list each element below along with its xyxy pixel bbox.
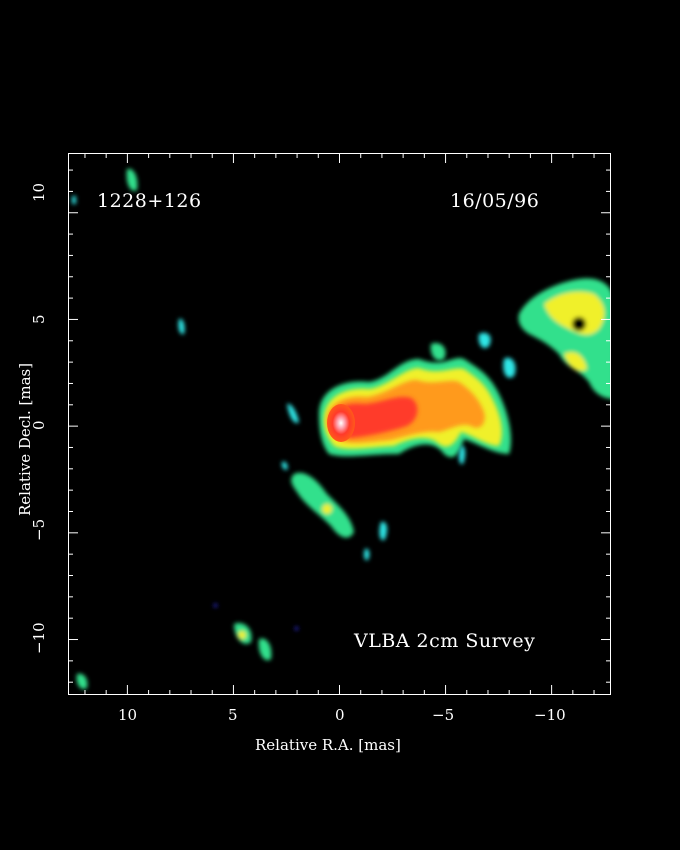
source-name-label: 1228+126 [97, 190, 202, 212]
x-tick-label: −10 [534, 706, 566, 724]
survey-label: VLBA 2cm Survey [354, 630, 536, 652]
y-tick-label: 10 [30, 182, 48, 202]
y-tick-label: −10 [30, 622, 48, 654]
jet-emission [319, 357, 511, 458]
x-tick-label: −5 [432, 706, 455, 724]
y-tick-label: −5 [30, 518, 48, 541]
radio-map [72, 168, 610, 690]
outer-lobe [430, 278, 610, 399]
core-component [327, 404, 355, 442]
x-tick-label: 0 [335, 706, 345, 724]
map-frame: 1228+126 16/05/96 VLBA 2cm Survey [68, 153, 611, 695]
y-axis-title: Relative Decl. [mas] [16, 362, 34, 516]
x-tick-label: 10 [118, 706, 138, 724]
x-axis-title: Relative R.A. [mas] [255, 736, 401, 754]
date-label: 16/05/96 [450, 190, 540, 212]
x-tick-label: 5 [228, 706, 238, 724]
counter-jet-knots [72, 168, 466, 690]
y-tick-label: 5 [30, 314, 48, 324]
